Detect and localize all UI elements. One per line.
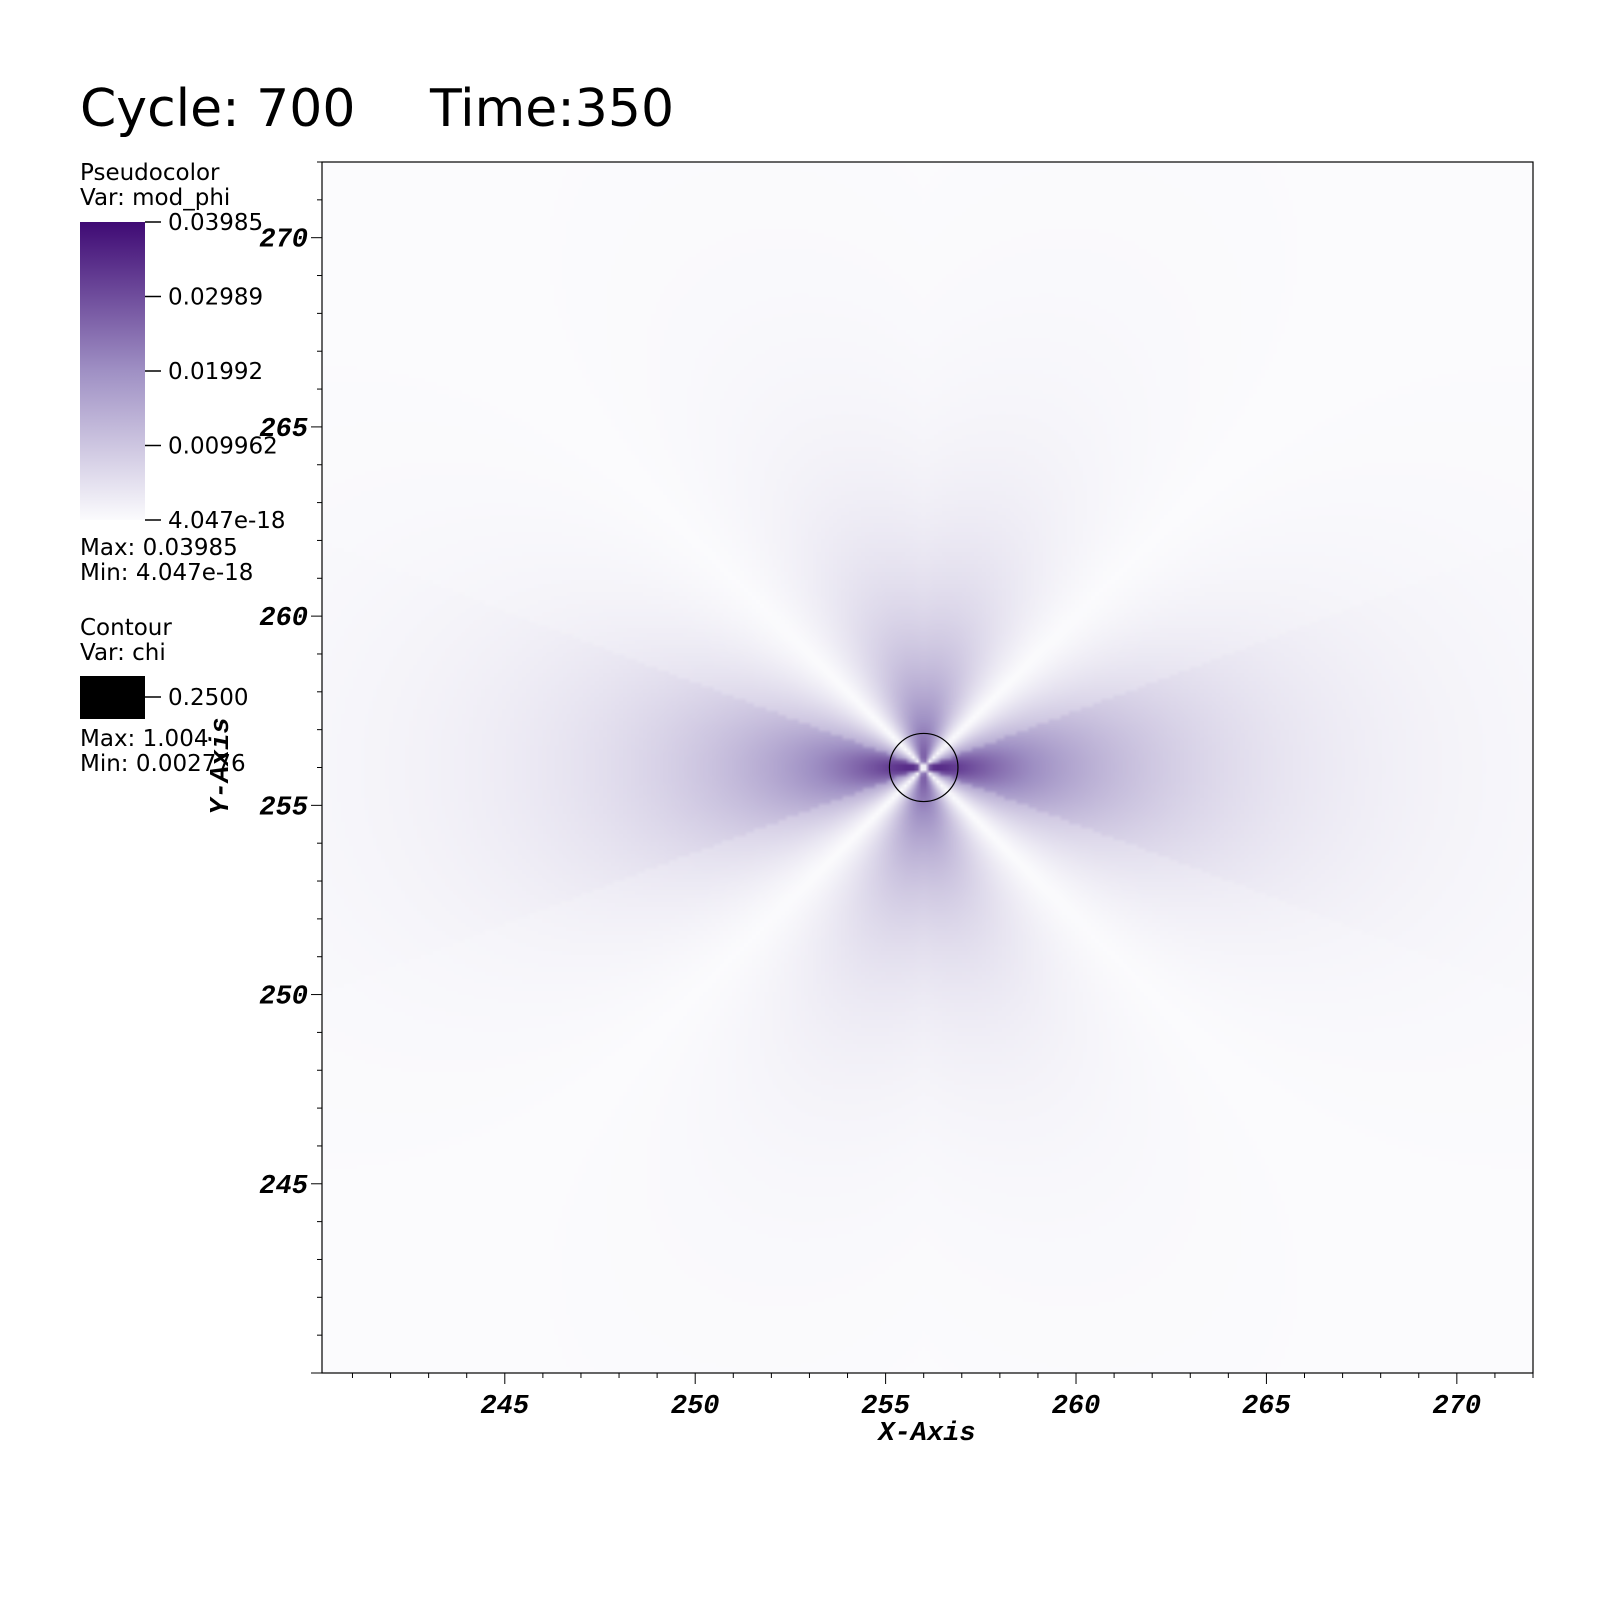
pseudocolor-legend-title: Pseudocolor xyxy=(80,160,220,186)
pseudocolor-legend: Pseudocolor Var: mod_phi 0.039850.029890… xyxy=(80,160,286,586)
colorbar-tick-label: 0.009962 xyxy=(168,434,278,460)
mod-phi-field xyxy=(322,162,1533,1373)
chi-contour-line xyxy=(888,732,959,803)
colorbar-tick-label: 0.01992 xyxy=(168,359,263,385)
contour-var-label: Var: chi xyxy=(80,640,166,666)
colorbar-tick-label: 0.02989 xyxy=(168,285,263,311)
x-tick-label: 270 xyxy=(1433,1392,1482,1422)
y-axis-label: Y-Axis xyxy=(207,717,237,814)
pseudocolor-max-label: Max: 0.03985 xyxy=(80,535,238,561)
x-axis: 245 250 255 260 265 270 xyxy=(351,1373,1534,1422)
y-tick-label: 250 xyxy=(259,983,308,1013)
x-axis-label: X-Axis xyxy=(876,1419,975,1449)
colorbar-ticks: 0.03985 0.02989 0.01992 0.009962 4.047e-18 xyxy=(145,210,286,534)
x-tick-label: 250 xyxy=(671,1392,720,1422)
y-tick-label: 270 xyxy=(259,226,308,256)
pseudocolor-var-label: Var: mod_phi xyxy=(80,185,230,211)
y-tick-label: 260 xyxy=(259,604,308,634)
cycle-label: Cycle: 700 xyxy=(80,79,355,139)
x-tick-label: 245 xyxy=(480,1392,529,1422)
y-tick-label: 265 xyxy=(259,415,308,445)
contour-min-label: Min: 0.002776 xyxy=(80,751,246,777)
x-tick-label: 260 xyxy=(1052,1392,1101,1422)
contour-max-label: Max: 1.004 xyxy=(80,726,208,752)
contour-level-label: 0.2500 xyxy=(168,685,248,711)
y-axis: 245 250 255 260 265 270 xyxy=(259,161,322,1374)
pseudocolor-colorbar xyxy=(80,222,145,520)
colorbar-tick-label: 0.03985 xyxy=(168,210,263,236)
y-tick-label: 255 xyxy=(259,793,308,823)
x-tick-label: 255 xyxy=(861,1392,910,1422)
contour-legend: Contour Var: chi 0.2500 Max: 1.004 Min: … xyxy=(80,615,248,777)
colorbar-tick-label: 4.047e-18 xyxy=(168,508,286,534)
x-tick-label: 265 xyxy=(1242,1392,1291,1422)
time-label: Time:350 xyxy=(429,79,674,139)
contour-legend-title: Contour xyxy=(80,615,172,641)
contour-swatch xyxy=(80,676,145,719)
pseudocolor-min-label: Min: 4.047e-18 xyxy=(80,560,253,586)
y-tick-label: 245 xyxy=(259,1172,308,1202)
